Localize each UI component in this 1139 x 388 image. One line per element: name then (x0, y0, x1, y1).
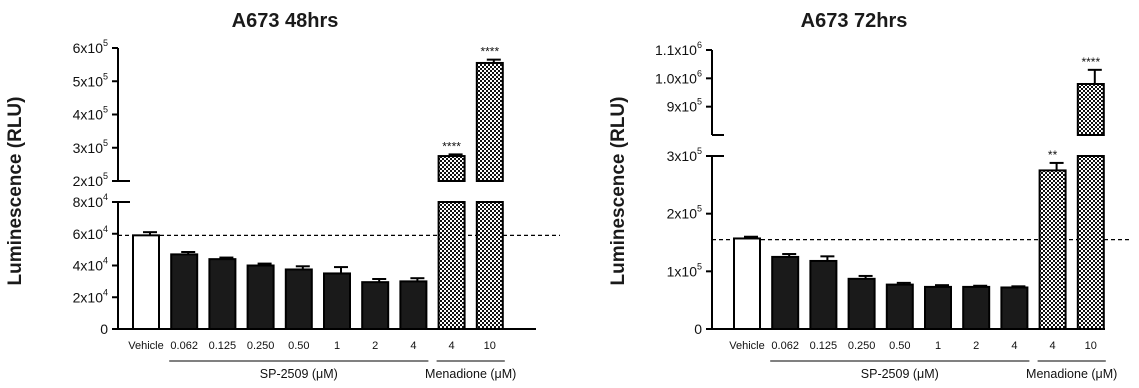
chart-panel-48hrs: A673 48hrs Luminescence (RLU) 0 2x104 4x10… (5, 10, 560, 381)
chart-title: A673 48hrs (231, 10, 339, 32)
error-bar (486, 58, 501, 63)
error-bar (896, 281, 911, 285)
x-tick-label: 0.50 (889, 340, 910, 352)
error-bar (181, 251, 196, 255)
y-tick-label: 0 (100, 321, 108, 337)
error-bar (295, 265, 310, 270)
x-tick-label: 0.125 (209, 340, 237, 352)
x-tick-label: 2 (973, 340, 979, 352)
x-tick-label: 0.250 (848, 340, 876, 352)
y-tick-label: 6x105 (73, 38, 108, 56)
error-bar (219, 256, 234, 260)
bar-chart-48hrs: 0 2x104 4x104 6x104 8x104 2x105 3x105 4x105 5x10… (73, 38, 560, 381)
significance-marker: **** (1081, 55, 1100, 69)
x-tick-label: 1 (935, 340, 941, 352)
x-tick-label: 2 (372, 340, 378, 352)
bar-chart-72hrs: 0 1x105 2x105 3x105 9x105 1.0x106 1.1x106 Vehic… (655, 40, 1131, 381)
error-bar (257, 262, 272, 266)
chart-panel-72hrs: A673 72hrs Luminescence (RLU) 0 1x105 2x10… (569, 0, 1139, 388)
y-tick-label: 1x105 (667, 261, 702, 279)
bar (361, 281, 390, 331)
x-tick-label: 10 (484, 340, 496, 352)
significance-marker: **** (480, 45, 499, 59)
bar (208, 258, 237, 330)
x-tick-label: 0.062 (771, 340, 799, 352)
bar (1076, 83, 1105, 330)
bar (1038, 169, 1067, 330)
y-tick-label: 1.0x106 (655, 68, 702, 86)
y-tick-label: 2x105 (73, 171, 108, 189)
x-tick-label: 4 (1050, 340, 1056, 352)
x-tick-label: 4 (1011, 340, 1017, 352)
y-tick-label: 3x105 (667, 146, 702, 164)
error-bar (448, 153, 463, 157)
bar (284, 268, 313, 330)
error-bar (935, 284, 949, 287)
error-bar (334, 266, 348, 274)
x-tick-label: Vehicle (729, 340, 764, 352)
bar (437, 155, 466, 330)
x-tick-label: 4 (449, 340, 455, 352)
error-bar (858, 274, 873, 279)
bar (170, 253, 199, 330)
bar (399, 280, 428, 330)
y-tick-label: 3x105 (73, 138, 108, 156)
error-bar (973, 284, 988, 287)
bar (475, 61, 504, 330)
x-tick-label: 0.062 (170, 340, 198, 352)
y-tick-label: 1.1x106 (655, 40, 702, 58)
error-bar (410, 277, 425, 282)
bar (924, 285, 952, 330)
error-bar (1087, 68, 1102, 84)
error-bar (782, 253, 797, 257)
group-label: SP-2509 (μM) (861, 367, 939, 381)
bar (885, 283, 914, 331)
x-tick-label: 1 (334, 340, 340, 352)
bar (246, 264, 275, 330)
bar (771, 255, 800, 330)
y-tick-label: 4x104 (73, 256, 108, 274)
x-tick-label: 0.125 (810, 340, 838, 352)
error-bar (1049, 161, 1064, 171)
y-tick-label: 2x104 (73, 287, 108, 305)
error-bar (1011, 285, 1026, 288)
y-tick-label: 6x104 (73, 224, 108, 242)
x-tick-label: Vehicle (128, 340, 163, 352)
significance-marker: ** (1048, 148, 1058, 162)
x-tick-label: 0.50 (288, 340, 309, 352)
bar (962, 285, 991, 330)
bar (733, 237, 761, 330)
error-bar (372, 277, 387, 283)
group-label: Menadione (μM) (1026, 367, 1117, 381)
error-bar (744, 235, 758, 239)
group-label: Menadione (μM) (425, 367, 516, 381)
error-bar (820, 255, 835, 261)
bar (809, 259, 838, 331)
bar (1000, 286, 1029, 331)
significance-marker: **** (442, 139, 461, 153)
x-tick-label: 0.250 (247, 340, 275, 352)
y-tick-label: 5x105 (73, 71, 108, 89)
y-tick-label: 9x105 (667, 97, 702, 115)
y-tick-label: 8x104 (73, 192, 108, 210)
y-tick-label: 4x105 (73, 105, 108, 123)
chart-title: A673 72hrs (800, 10, 908, 32)
y-tick-label: 0 (694, 321, 702, 337)
group-label: SP-2509 (μM) (260, 367, 338, 381)
x-tick-label: 10 (1085, 340, 1097, 352)
error-bar (143, 231, 157, 236)
x-tick-label: 4 (410, 340, 416, 352)
bar (323, 272, 351, 330)
bar (132, 234, 160, 330)
y-tick-label: 2x105 (667, 204, 702, 222)
bar (847, 277, 876, 330)
